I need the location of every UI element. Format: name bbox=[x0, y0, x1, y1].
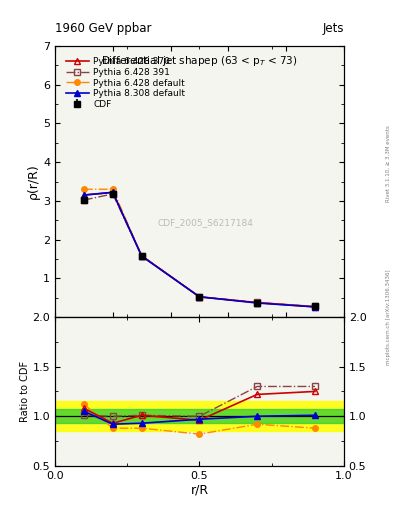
Pythia 6.428 391 bbox=[255, 300, 260, 306]
Pythia 6.428 370 bbox=[110, 189, 115, 196]
Y-axis label: Ratio to CDF: Ratio to CDF bbox=[20, 361, 29, 422]
Line: Pythia 6.428 391: Pythia 6.428 391 bbox=[81, 190, 318, 310]
Pythia 8.308 default bbox=[82, 192, 86, 198]
Pythia 6.428 370 bbox=[197, 294, 202, 300]
Pythia 6.428 370 bbox=[82, 192, 86, 198]
Pythia 8.308 default bbox=[313, 304, 318, 310]
Text: 1960 GeV ppbar: 1960 GeV ppbar bbox=[55, 22, 152, 35]
Pythia 6.428 370 bbox=[313, 304, 318, 310]
Pythia 6.428 default bbox=[110, 186, 115, 193]
Pythia 6.428 391 bbox=[110, 191, 115, 197]
Pythia 6.428 default bbox=[197, 294, 202, 300]
Pythia 6.428 default bbox=[140, 253, 144, 259]
Pythia 8.308 default bbox=[140, 253, 144, 259]
Line: Pythia 8.308 default: Pythia 8.308 default bbox=[81, 189, 318, 310]
Bar bbox=[55, 409, 344, 423]
Pythia 6.428 370 bbox=[255, 300, 260, 306]
Pythia 6.428 default bbox=[313, 304, 318, 310]
Pythia 6.428 370 bbox=[140, 253, 144, 259]
Pythia 8.308 default bbox=[110, 189, 115, 196]
Text: mcplots.cern.ch [arXiv:1306.3436]: mcplots.cern.ch [arXiv:1306.3436] bbox=[386, 270, 391, 365]
Text: CDF_2005_S6217184: CDF_2005_S6217184 bbox=[157, 218, 253, 227]
Pythia 8.308 default bbox=[255, 300, 260, 306]
Pythia 6.428 391 bbox=[313, 304, 318, 310]
X-axis label: r/R: r/R bbox=[190, 483, 209, 497]
Pythia 6.428 391 bbox=[140, 253, 144, 259]
Line: Pythia 6.428 370: Pythia 6.428 370 bbox=[81, 189, 318, 310]
Pythia 8.308 default bbox=[197, 294, 202, 300]
Pythia 6.428 391 bbox=[197, 294, 202, 300]
Legend: Pythia 6.428 370, Pythia 6.428 391, Pythia 6.428 default, Pythia 8.308 default, : Pythia 6.428 370, Pythia 6.428 391, Pyth… bbox=[62, 53, 189, 113]
Text: Jets: Jets bbox=[322, 22, 344, 35]
Text: Rivet 3.1.10, ≥ 3.3M events: Rivet 3.1.10, ≥ 3.3M events bbox=[386, 125, 391, 202]
Pythia 6.428 default bbox=[82, 186, 86, 193]
Pythia 6.428 default bbox=[255, 300, 260, 306]
Y-axis label: ρ(r/R): ρ(r/R) bbox=[27, 164, 40, 199]
Line: Pythia 6.428 default: Pythia 6.428 default bbox=[81, 186, 318, 309]
Pythia 6.428 391 bbox=[82, 197, 86, 203]
Text: Differential jet shapep (63 < p$_T$ < 73): Differential jet shapep (63 < p$_T$ < 73… bbox=[101, 54, 298, 68]
Bar bbox=[55, 401, 344, 431]
